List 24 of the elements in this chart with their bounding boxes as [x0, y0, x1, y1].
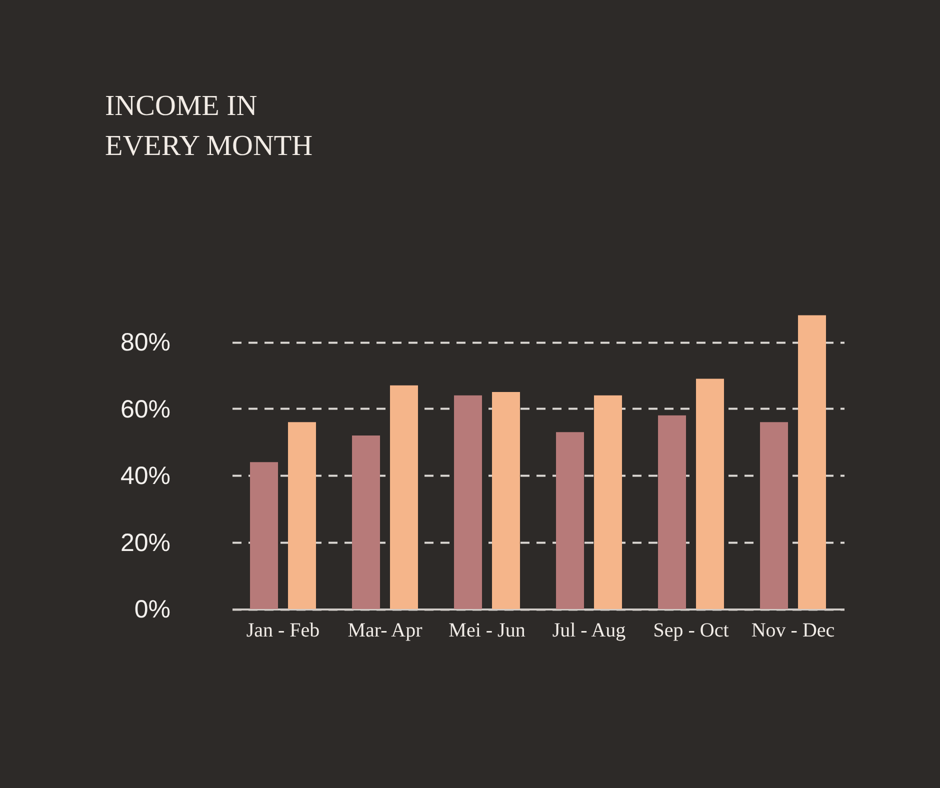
y-tick-label: 20% [120, 528, 170, 557]
y-tick-label: 80% [120, 328, 170, 356]
bar [454, 395, 482, 609]
chart-title: INCOME IN EVERY MONTH [105, 90, 313, 162]
x-tick-label: Jan - Feb [246, 620, 320, 642]
bar [594, 395, 622, 609]
bar [390, 385, 418, 609]
x-tick-label: Sep - Oct [653, 620, 730, 642]
bar [696, 378, 724, 609]
x-tick-label: Mar- Apr [348, 620, 423, 642]
y-tick-label: 0% [134, 596, 170, 624]
x-tick-label: Jul - Aug [552, 620, 626, 642]
bar [556, 432, 584, 609]
bar [798, 315, 826, 609]
bar [352, 435, 380, 609]
bar [760, 422, 788, 609]
y-tick-label: 60% [120, 395, 170, 424]
bar [288, 422, 316, 609]
x-tick-label: Nov - Dec [751, 620, 835, 642]
y-tick-label: 40% [120, 462, 170, 490]
bar [492, 392, 520, 609]
bar [658, 415, 686, 609]
x-tick-label: Mei - Jun [448, 620, 526, 642]
bar [250, 462, 278, 609]
